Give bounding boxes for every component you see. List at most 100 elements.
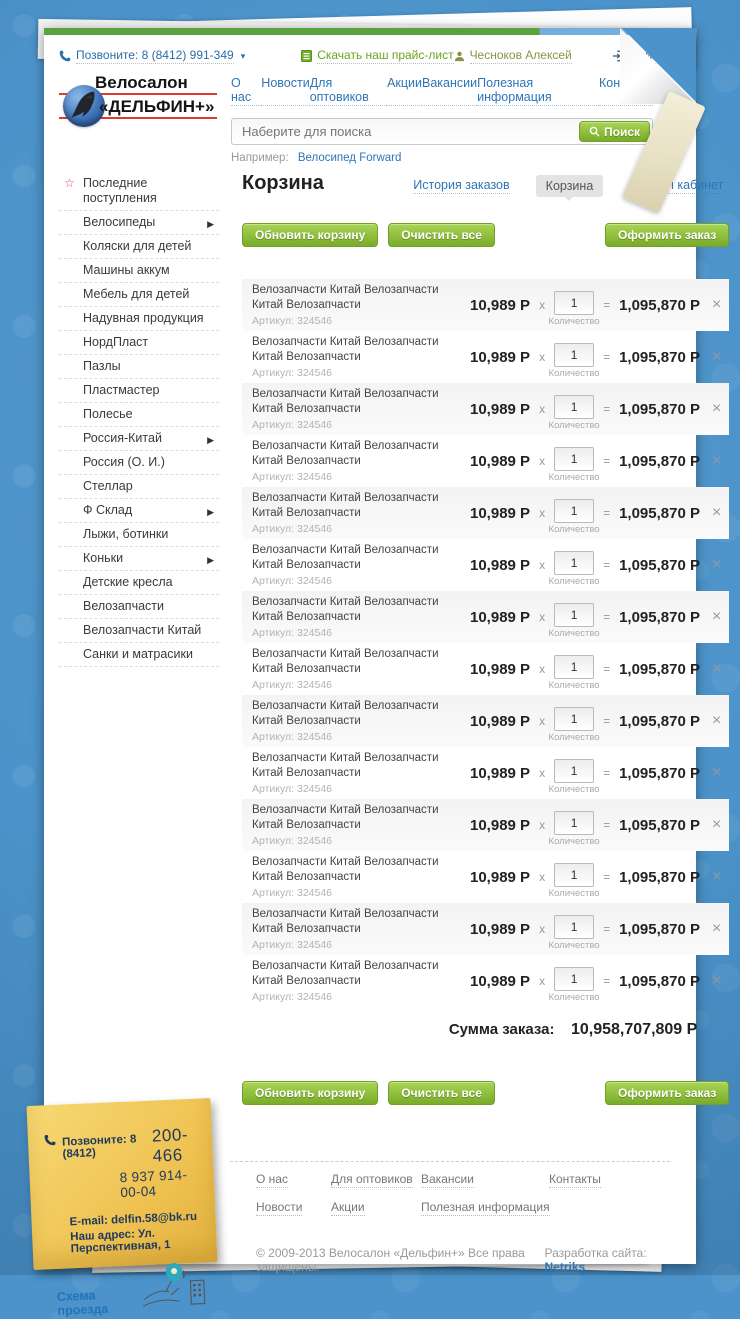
footer-link[interactable]: Контакты [549,1172,601,1188]
sidebar-item[interactable]: ☆ Последние поступления [59,172,219,211]
item-total: 1,095,870 Р [619,660,700,678]
item-price: 10,989 Р [470,452,531,470]
nav-link[interactable]: Новости [261,76,310,106]
sidebar-item[interactable]: Лыжи, ботинки [59,523,219,547]
item-price: 10,989 Р [470,816,531,834]
footer-link[interactable]: О нас [256,1172,288,1188]
sidebar-item[interactable]: Санки и матрасики [59,643,219,667]
equals-sign: = [603,818,611,832]
quantity-input[interactable] [554,395,595,419]
sidebar-item[interactable]: Велосипеды ▶ [59,211,219,235]
sidebar-item[interactable]: Полесье [59,403,219,427]
update-cart-button[interactable]: Обновить корзину [242,223,379,247]
site-logo[interactable]: Велосалон «ДЕЛЬФИН+» [59,72,217,138]
remove-item-icon[interactable]: × [711,556,722,573]
topbar-pricelist-link[interactable]: Скачать наш прайс-лист [301,48,454,64]
quantity-label: Количество [548,732,600,743]
cart-item-info: Велозапчасти Китай Велозапчасти Китай Ве… [252,335,470,379]
search-button[interactable]: Поиск [578,121,650,142]
equals-sign: = [603,662,611,676]
remove-item-icon[interactable]: × [711,868,722,885]
quantity-wrapper: Количество [549,551,600,587]
nav-link[interactable]: Вакансии [422,76,478,106]
quantity-input[interactable] [554,499,595,523]
credit-link[interactable]: Netriks [544,1260,586,1275]
cart-item-calc: 10,989 Р x Количество = 1,095,870 Р × [470,759,722,795]
sku-label: Артикул: [252,626,295,639]
sidebar-item[interactable]: Велозапчасти Китай [59,619,219,643]
remove-item-icon[interactable]: × [711,660,722,677]
cart-item-row: Велозапчасти Китай Велозапчасти Китай Ве… [242,435,729,487]
quantity-input[interactable] [554,967,595,991]
map-link[interactable]: Схема проезда [56,1288,109,1318]
remove-item-icon[interactable]: × [711,972,722,989]
checkout-button[interactable]: Оформить заказ [605,1081,730,1105]
quantity-input[interactable] [554,707,595,731]
quantity-input[interactable] [554,447,595,471]
sidebar-item[interactable]: Россия-Китай ▶ [59,427,219,451]
remove-item-icon[interactable]: × [711,296,722,313]
topbar-phone-link[interactable]: Позвоните: 8 (8412) 991-349 ▾ [59,48,245,64]
sku-value: 324546 [296,730,333,743]
nav-link[interactable]: Акции [387,76,423,106]
example-link[interactable]: Велосипед Forward [297,152,402,164]
multiply-sign: x [539,870,546,884]
nav-link[interactable]: О нас [231,76,262,106]
sidebar-item[interactable]: Стеллар [59,475,219,499]
page-paper: Позвоните: 8 (8412) 991-349 ▾ Скачать на… [44,28,730,1275]
sidebar-item[interactable]: Машины аккум [59,259,219,283]
header: Велосалон «ДЕЛЬФИН+» О нас Новости Для опт… [44,64,696,164]
remove-item-icon[interactable]: × [711,608,722,625]
remove-item-icon[interactable]: × [711,452,722,469]
remove-item-icon[interactable]: × [711,816,722,833]
sku-label: Артикул: [252,418,295,431]
quantity-input[interactable] [554,759,595,783]
quantity-input[interactable] [554,655,595,679]
tab-order-history[interactable]: История заказов [413,178,510,194]
note-phone2: 8 937 914-00-04 [119,1167,188,1201]
sidebar-item[interactable]: Надувная продукция [59,307,219,331]
update-cart-button[interactable]: Обновить корзину [242,1081,379,1105]
footer-link[interactable]: Акции [331,1200,365,1216]
clear-all-button[interactable]: Очистить все [388,1081,495,1105]
sidebar-item[interactable]: Мебель для детей [59,283,219,307]
nav-link[interactable]: Полезная информация [477,76,599,106]
quantity-input[interactable] [554,291,595,315]
item-price: 10,989 Р [470,868,531,886]
footer-link[interactable]: Новости [256,1200,303,1216]
clear-all-button[interactable]: Очистить все [388,223,495,247]
equals-sign: = [603,766,611,780]
sidebar-item[interactable]: Ф Склад ▶ [59,499,219,523]
footer-link[interactable]: Для оптовиков [331,1172,413,1188]
quantity-input[interactable] [554,603,595,627]
multiply-sign: x [539,402,546,416]
quantity-input[interactable] [554,811,595,835]
nav-link[interactable]: Для оптовиков [309,76,388,106]
sidebar-item[interactable]: НордПласт [59,331,219,355]
sidebar-item[interactable]: Детские кресла [59,571,219,595]
remove-item-icon[interactable]: × [711,920,722,937]
topbar-user-link[interactable]: Чесноков Алексей [454,48,572,64]
sidebar-item[interactable]: Коляски для детей [59,235,219,259]
remove-item-icon[interactable]: × [711,348,722,365]
remove-item-icon[interactable]: × [711,712,722,729]
cart-item-title: Велозапчасти Китай Велозапчасти Китай Ве… [252,648,439,675]
tab-cart[interactable]: Корзина [535,175,604,201]
remove-item-icon[interactable]: × [711,504,722,521]
checkout-button[interactable]: Оформить заказ [605,223,730,247]
footer-link[interactable]: Полезная информация [421,1200,550,1216]
quantity-input[interactable] [554,863,595,887]
quantity-input[interactable] [554,551,595,575]
footer-link[interactable]: Вакансии [421,1172,474,1188]
item-price: 10,989 Р [470,556,531,574]
sidebar-item[interactable]: Пазлы [59,355,219,379]
order-summary: Сумма заказа: 10,958,707,809 Р [242,1021,729,1039]
quantity-input[interactable] [554,343,595,367]
remove-item-icon[interactable]: × [711,764,722,781]
quantity-input[interactable] [554,915,595,939]
sidebar-item[interactable]: Велозапчасти [59,595,219,619]
sidebar-item[interactable]: Коньки ▶ [59,547,219,571]
remove-item-icon[interactable]: × [711,400,722,417]
sidebar-item[interactable]: Пластмастер [59,379,219,403]
sidebar-item[interactable]: Россия (О. И.) [59,451,219,475]
